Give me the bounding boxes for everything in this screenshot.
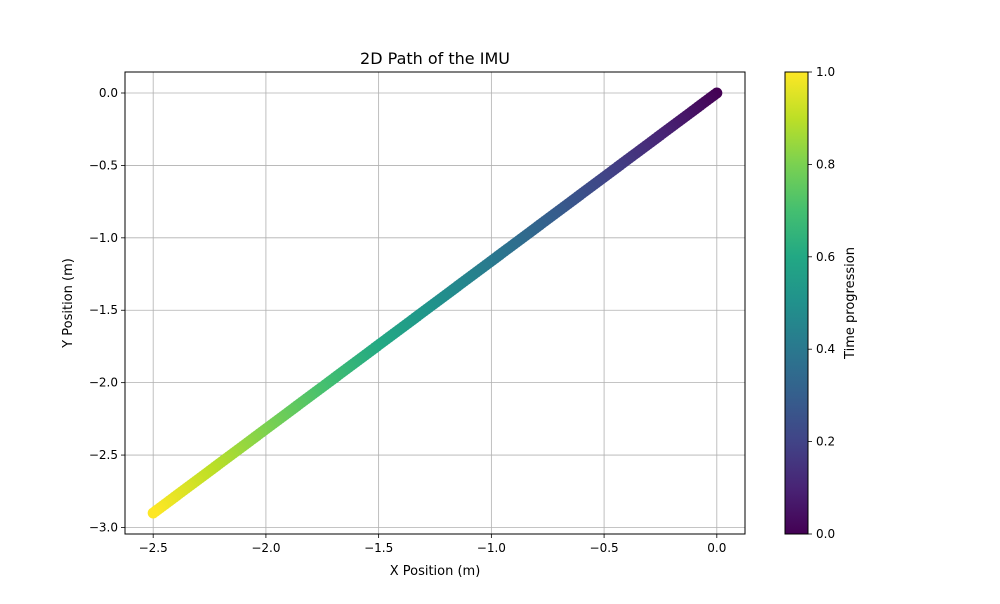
chart-title: 2D Path of the IMU bbox=[360, 49, 510, 68]
x-tick-label: −1.5 bbox=[364, 541, 393, 555]
colorbar bbox=[784, 71, 809, 535]
x-tick-label: −0.5 bbox=[590, 541, 619, 555]
y-tick-label: −0.5 bbox=[89, 158, 118, 172]
y-tick-label: −2.5 bbox=[89, 448, 118, 462]
x-tick-label: −2.5 bbox=[139, 541, 168, 555]
y-tick-label: −2.0 bbox=[89, 376, 118, 390]
x-tick-label: −2.0 bbox=[251, 541, 280, 555]
x-tick-label: −1.0 bbox=[477, 541, 506, 555]
y-tick-label: 0.0 bbox=[99, 86, 118, 100]
y-axis-label: Y Position (m) bbox=[61, 258, 76, 349]
x-axis-ticks: −2.5 −2.0 −1.5 −1.0 −0.5 0.0 bbox=[139, 534, 726, 555]
y-tick-label: −1.5 bbox=[89, 303, 118, 317]
path-point bbox=[147, 507, 159, 519]
y-tick-label: −3.0 bbox=[89, 520, 118, 534]
x-axis-label: X Position (m) bbox=[390, 564, 481, 579]
y-tick-label: −1.0 bbox=[89, 231, 118, 245]
colorbar-tick-label: 1.0 bbox=[816, 65, 835, 79]
y-axis-ticks: 0.0 −0.5 −1.0 −1.5 −2.0 −2.5 −3.0 bbox=[89, 86, 125, 534]
colorbar-tick-label: 0.6 bbox=[816, 250, 835, 264]
x-tick-label: 0.0 bbox=[707, 541, 726, 555]
colorbar-ticks: 0.0 0.2 0.4 0.6 0.8 1.0 bbox=[808, 65, 835, 541]
colorbar-tick-label: 0.4 bbox=[816, 342, 835, 356]
colorbar-tick-label: 0.0 bbox=[816, 527, 835, 541]
colorbar-tick-label: 0.8 bbox=[816, 157, 835, 171]
path-points bbox=[147, 87, 723, 519]
plot-frame bbox=[124, 71, 746, 535]
colorbar-label: Time progression bbox=[843, 247, 858, 360]
colorbar-tick-label: 0.2 bbox=[816, 435, 835, 449]
